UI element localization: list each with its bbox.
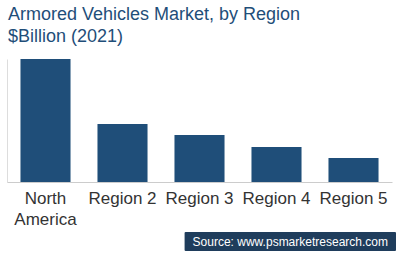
x-tick-label: Region 3: [165, 189, 233, 208]
bar: [20, 59, 70, 182]
chart: Armored Vehicles Market, by Region$Billi…: [0, 0, 399, 254]
y-axis-line: [7, 60, 8, 183]
bar: [328, 158, 378, 182]
title: $Billion (2021): [8, 26, 123, 46]
x-axis-line: [8, 182, 393, 183]
x-axis: North America Region 2 Region 3 Region 4 Regi…: [8, 182, 393, 229]
plot-area: [20, 59, 378, 182]
title: Armored Vehicles Market, by Region: [8, 4, 300, 24]
source-box: [185, 232, 396, 251]
x-tick: North America: [14, 182, 77, 229]
x-tick-label: Region 2: [88, 189, 156, 208]
x-tick-label-line: America: [14, 210, 77, 229]
source: Source: www.psmarketresearch.com: [185, 232, 396, 251]
x-tick-label-line: North: [25, 189, 67, 208]
x-tick: Region 2: [88, 182, 156, 208]
y-axis: [7, 60, 8, 183]
bar: [97, 124, 147, 182]
bar: [174, 135, 224, 182]
x-tick: Region 4: [242, 182, 310, 208]
x-tick-label: North America: [14, 189, 77, 229]
x-tick-label: Region 5: [319, 189, 387, 208]
x-tick-label: Region 4: [242, 189, 310, 208]
bar: [251, 147, 301, 182]
x-tick: Region 5: [319, 182, 387, 208]
source-text: Source: www.psmarketresearch.com: [193, 235, 388, 249]
x-tick: Region 3: [165, 182, 233, 208]
